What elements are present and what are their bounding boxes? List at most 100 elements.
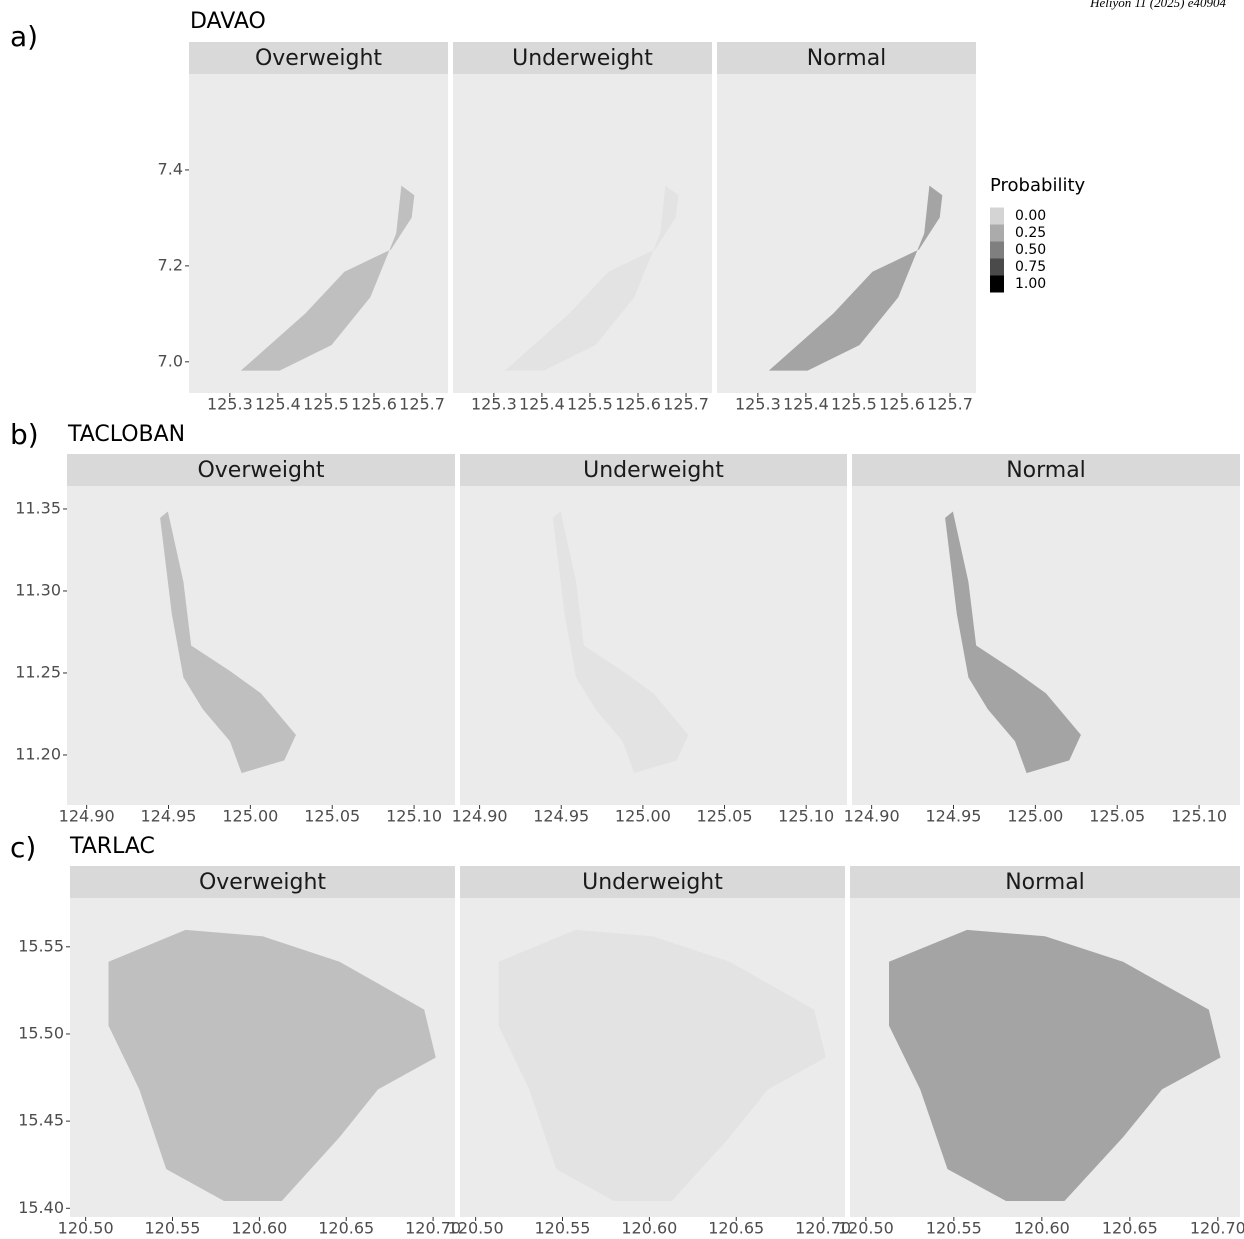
map-region xyxy=(945,511,1081,774)
x-tick-label: 125.6 xyxy=(615,395,661,414)
panel-label: c) xyxy=(10,831,36,864)
x-tick-label: 125.5 xyxy=(831,395,877,414)
y-tick-label: 15.55 xyxy=(18,936,64,955)
y-tick-label: 11.30 xyxy=(15,580,61,599)
map-area xyxy=(498,929,826,1202)
strip xyxy=(189,42,448,74)
x-tick-label: 120.50 xyxy=(838,1219,894,1238)
map-region xyxy=(552,511,689,774)
strip xyxy=(67,454,455,486)
x-tick-label: 125.7 xyxy=(927,395,973,414)
x-tick-label: 120.65 xyxy=(708,1219,764,1238)
legend-title: Probability xyxy=(990,175,1085,196)
y-tick-label: 15.40 xyxy=(18,1198,64,1217)
y-tick-label: 15.50 xyxy=(18,1023,64,1042)
map-region xyxy=(108,929,436,1202)
x-tick-label: 125.3 xyxy=(207,395,253,414)
x-tick-label: 120.70 xyxy=(795,1219,851,1238)
x-tick-label: 125.7 xyxy=(399,395,445,414)
map-region xyxy=(768,185,943,371)
y-tick-label: 7.4 xyxy=(158,159,183,178)
x-tick-label: 125.00 xyxy=(222,807,278,826)
x-tick-label: 125.7 xyxy=(663,395,709,414)
x-tick-label: 120.60 xyxy=(1014,1219,1070,1238)
y-tick-label: 11.25 xyxy=(15,662,61,681)
strip xyxy=(460,454,847,486)
strip xyxy=(453,42,712,74)
panel-label: b) xyxy=(10,418,39,451)
facet-label: Overweight xyxy=(199,870,326,895)
journal-header: Heliyon 11 (2025) e40904 xyxy=(1089,0,1226,10)
map-area xyxy=(945,511,1081,774)
strip xyxy=(460,866,845,898)
x-tick-label: 125.10 xyxy=(1171,807,1227,826)
facet-label: Normal xyxy=(1005,870,1085,895)
x-tick-label: 125.00 xyxy=(1007,807,1063,826)
map-region xyxy=(160,511,296,774)
map-area xyxy=(240,185,415,371)
x-tick-label: 125.05 xyxy=(304,807,360,826)
panel-label: a) xyxy=(10,20,38,53)
x-tick-label: 120.70 xyxy=(405,1219,461,1238)
x-tick-label: 125.6 xyxy=(351,395,397,414)
map-area xyxy=(504,185,679,371)
legend-label: 1.00 xyxy=(1015,276,1046,292)
strip xyxy=(717,42,976,74)
x-tick-label: 125.3 xyxy=(735,395,781,414)
x-tick-label: 125.10 xyxy=(386,807,442,826)
x-tick-label: 120.60 xyxy=(231,1219,287,1238)
facet-label: Normal xyxy=(807,46,887,71)
map-region xyxy=(889,929,1221,1202)
map-region xyxy=(504,185,679,371)
x-tick-label: 124.95 xyxy=(533,807,589,826)
y-tick-label: 11.35 xyxy=(15,498,61,517)
x-tick-label: 125.4 xyxy=(519,395,565,414)
map-region xyxy=(240,185,415,371)
x-tick-label: 120.65 xyxy=(1102,1219,1158,1238)
y-tick-label: 7.0 xyxy=(158,351,183,370)
facet-label: Normal xyxy=(1006,458,1086,483)
x-tick-label: 124.90 xyxy=(452,807,508,826)
panel-title: TARLAC xyxy=(69,834,155,859)
x-tick-label: 120.50 xyxy=(448,1219,504,1238)
facet-label: Underweight xyxy=(512,46,653,71)
x-tick-label: 125.05 xyxy=(697,807,753,826)
legend-key xyxy=(990,258,1004,276)
x-tick-label: 120.50 xyxy=(58,1219,114,1238)
y-tick-label: 11.20 xyxy=(15,744,61,763)
x-tick-label: 125.4 xyxy=(783,395,829,414)
map-region xyxy=(498,929,826,1202)
x-tick-label: 124.95 xyxy=(926,807,982,826)
x-tick-label: 125.3 xyxy=(471,395,517,414)
x-tick-label: 120.55 xyxy=(145,1219,201,1238)
x-tick-label: 124.90 xyxy=(59,807,115,826)
map-area xyxy=(889,929,1221,1202)
x-tick-label: 120.55 xyxy=(926,1219,982,1238)
x-tick-label: 124.95 xyxy=(141,807,197,826)
legend-label: 0.50 xyxy=(1015,242,1046,258)
map-area xyxy=(552,511,689,774)
legend-key xyxy=(990,275,1004,293)
legend-key xyxy=(990,207,1004,225)
x-tick-label: 125.10 xyxy=(778,807,834,826)
map-area xyxy=(768,185,943,371)
legend-key xyxy=(990,241,1004,259)
facet-label: Underweight xyxy=(582,870,723,895)
y-tick-label: 7.2 xyxy=(158,255,183,274)
x-tick-label: 120.60 xyxy=(621,1219,677,1238)
x-tick-label: 125.5 xyxy=(303,395,349,414)
panel-title: TACLOBAN xyxy=(67,422,185,447)
x-tick-label: 120.55 xyxy=(535,1219,591,1238)
legend-key xyxy=(990,224,1004,242)
facet-label: Overweight xyxy=(255,46,382,71)
x-tick-label: 124.90 xyxy=(844,807,900,826)
facet-label: Underweight xyxy=(583,458,724,483)
x-tick-label: 120.65 xyxy=(318,1219,374,1238)
legend-label: 0.25 xyxy=(1015,225,1046,241)
y-tick-label: 15.45 xyxy=(18,1111,64,1130)
x-tick-label: 125.5 xyxy=(567,395,613,414)
strip xyxy=(850,866,1240,898)
x-tick-label: 125.05 xyxy=(1089,807,1145,826)
map-area xyxy=(160,511,296,774)
